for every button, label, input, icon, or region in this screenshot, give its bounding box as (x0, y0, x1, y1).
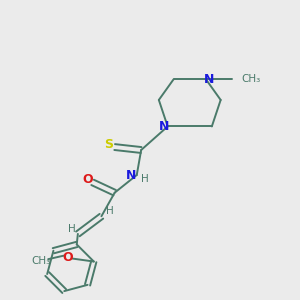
Text: CH₃: CH₃ (31, 256, 50, 266)
Text: CH₃: CH₃ (242, 74, 261, 84)
Text: H: H (141, 174, 149, 184)
Text: N: N (159, 120, 169, 133)
Text: H: H (68, 224, 75, 234)
Text: S: S (104, 139, 113, 152)
Text: N: N (204, 73, 215, 86)
Text: O: O (82, 173, 93, 186)
Text: H: H (106, 206, 114, 216)
Text: O: O (63, 250, 73, 264)
Text: N: N (126, 169, 136, 182)
